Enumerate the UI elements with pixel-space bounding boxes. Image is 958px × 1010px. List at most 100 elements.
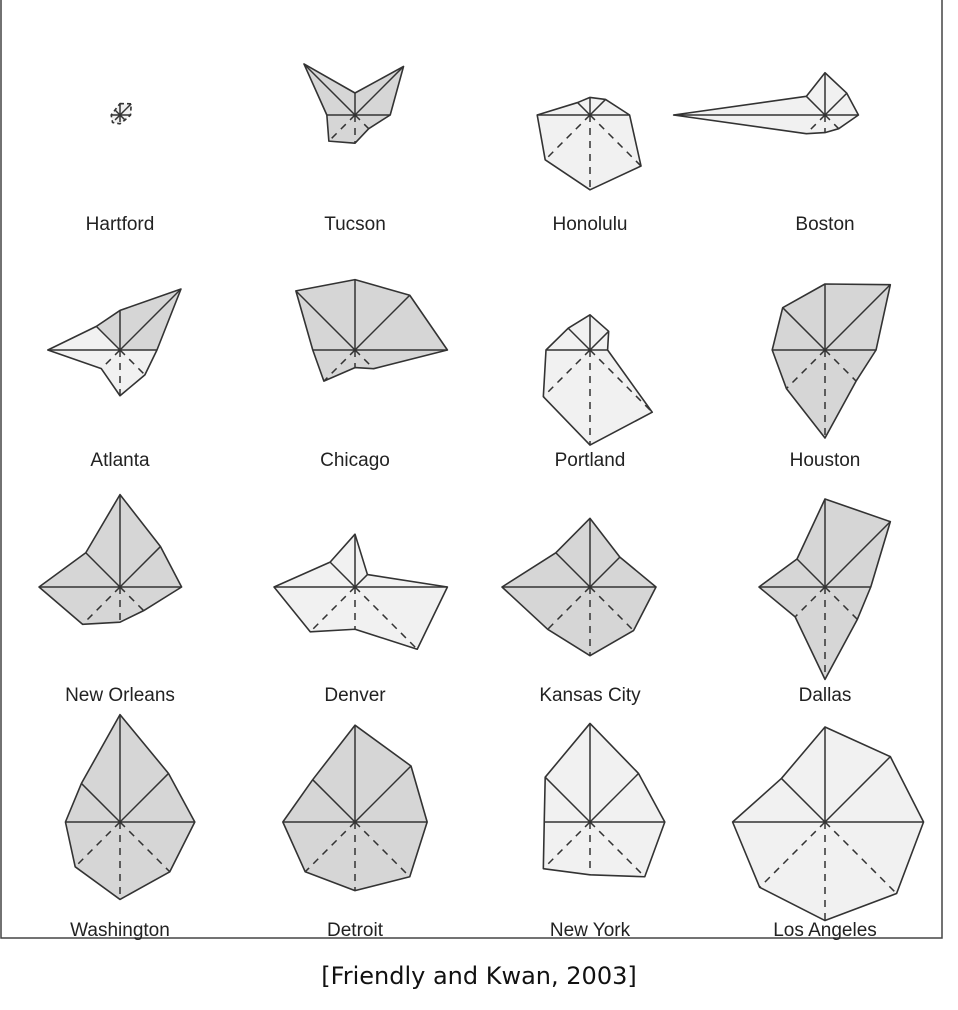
star-outline xyxy=(295,278,449,382)
star-sector xyxy=(120,494,161,587)
star-sector xyxy=(537,115,590,160)
star-sector xyxy=(355,822,428,877)
city-label-boston: Boston xyxy=(795,214,854,235)
star-sector xyxy=(782,284,825,350)
star-ray xyxy=(304,821,356,873)
star-portland xyxy=(542,313,654,446)
city-label-detroit: Detroit xyxy=(327,920,384,941)
star-atlanta xyxy=(47,288,182,397)
star-outline xyxy=(771,283,892,439)
star-sector xyxy=(282,779,355,822)
star-ray xyxy=(328,114,356,142)
city-label-tucson: Tucson xyxy=(324,214,386,235)
star-tucson xyxy=(303,63,405,144)
star-ray xyxy=(589,556,621,588)
star-sector xyxy=(295,279,355,350)
star-sector xyxy=(355,115,369,144)
star-ray xyxy=(544,776,591,823)
star-ray xyxy=(119,103,132,116)
star-sector xyxy=(543,822,590,875)
star-glyphs xyxy=(38,63,925,922)
star-sector xyxy=(120,773,195,822)
star-ray xyxy=(119,821,171,873)
star-sector xyxy=(555,518,590,587)
star-sector xyxy=(825,587,858,680)
city-label-new-york: New York xyxy=(550,920,631,941)
star-outline xyxy=(38,493,183,626)
star-sector xyxy=(75,822,120,900)
star-ray xyxy=(329,561,356,588)
star-ray xyxy=(589,772,640,823)
star-sector xyxy=(543,350,590,397)
figure-caption: [Friendly and Kwan, 2003] xyxy=(321,962,637,990)
star-sector xyxy=(39,587,120,625)
star-ray xyxy=(100,349,121,370)
star-ray xyxy=(824,756,891,823)
star-sector xyxy=(101,350,120,396)
star-ray xyxy=(354,114,370,130)
star-sector xyxy=(590,773,665,822)
star-sector xyxy=(545,115,590,190)
star-ray xyxy=(119,288,182,351)
star-sector xyxy=(590,99,630,115)
star-ray xyxy=(589,330,610,351)
city-label-dallas: Dallas xyxy=(799,685,852,706)
city-label-kansas-city: Kansas City xyxy=(539,685,641,706)
star-sector xyxy=(502,552,590,587)
star-ray xyxy=(74,821,121,868)
star-ray xyxy=(547,586,591,630)
star-ray xyxy=(82,586,121,625)
star-ray xyxy=(114,109,121,116)
star-sector xyxy=(274,587,355,632)
star-sector xyxy=(120,822,170,900)
star-ray xyxy=(555,552,591,588)
star-sector xyxy=(825,587,871,620)
star-ray xyxy=(112,114,121,123)
star-sector xyxy=(732,778,825,822)
star-ray xyxy=(295,290,356,351)
star-outline xyxy=(536,96,642,191)
star-ray xyxy=(354,574,368,588)
star-sector xyxy=(590,587,634,656)
star-new-orleans xyxy=(38,493,183,626)
star-ray xyxy=(589,98,607,116)
star-ray xyxy=(354,349,375,370)
star-ray xyxy=(589,349,653,413)
star-sector xyxy=(806,72,825,115)
star-ray xyxy=(354,65,405,116)
star-ray xyxy=(309,586,356,633)
star-outline xyxy=(273,533,449,651)
star-ray xyxy=(354,294,411,351)
star-ray xyxy=(780,777,826,823)
star-ray xyxy=(80,782,121,823)
city-label-houston: Houston xyxy=(790,450,861,471)
star-sector xyxy=(85,494,120,587)
star-sector xyxy=(355,534,368,587)
city-label-new-orleans: New Orleans xyxy=(65,685,175,706)
star-sector xyxy=(781,726,825,822)
city-label-hartford: Hartford xyxy=(86,214,155,235)
star-sector xyxy=(825,350,877,382)
star-ray xyxy=(589,586,635,632)
city-label-atlanta: Atlanta xyxy=(90,450,150,471)
star-sector xyxy=(355,765,428,822)
star-sector xyxy=(305,822,355,891)
star-sector xyxy=(502,587,590,630)
star-ray xyxy=(95,325,121,351)
star-dallas xyxy=(758,498,892,681)
star-sector xyxy=(96,310,120,350)
star-sector xyxy=(312,725,355,822)
star-sector xyxy=(355,350,448,369)
star-outline xyxy=(303,63,405,144)
star-sector xyxy=(759,822,825,921)
star-ray xyxy=(782,307,826,351)
star-sector xyxy=(537,102,590,115)
star-sector xyxy=(825,822,897,921)
star-sector xyxy=(825,72,847,115)
star-new-york xyxy=(542,722,666,878)
city-label-chicago: Chicago xyxy=(320,450,390,471)
star-ray xyxy=(577,102,591,116)
star-sector xyxy=(825,726,891,822)
star-sector xyxy=(772,350,825,389)
star-sector xyxy=(65,783,120,822)
